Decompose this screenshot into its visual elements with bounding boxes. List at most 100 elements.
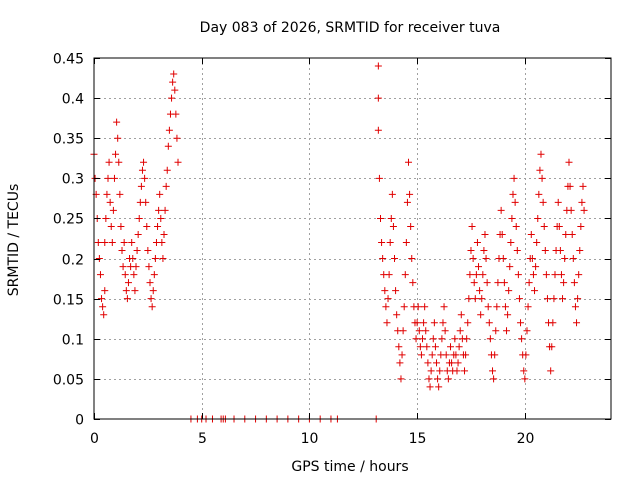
data-point: [94, 239, 102, 247]
data-point: [476, 287, 484, 295]
data-point: [135, 214, 143, 222]
data-point: [566, 182, 574, 190]
data-point: [155, 206, 163, 214]
data-point: [534, 214, 542, 222]
data-point: [121, 271, 129, 279]
data-point: [524, 303, 532, 311]
data-point: [542, 271, 550, 279]
data-point: [148, 303, 156, 311]
data-point: [550, 295, 558, 303]
data-point: [479, 271, 487, 279]
data-point: [163, 166, 171, 174]
data-point: [430, 319, 438, 327]
data-point: [414, 303, 422, 311]
data-point: [440, 303, 448, 311]
data-point: [500, 279, 508, 287]
data-point: [109, 206, 117, 214]
data-point: [170, 70, 178, 78]
data-point: [421, 303, 429, 311]
data-point: [463, 335, 471, 343]
data-point: [559, 295, 567, 303]
data-point: [498, 230, 506, 238]
data-point: [439, 319, 447, 327]
data-point: [431, 343, 439, 351]
y-tick-label: 0.45: [53, 52, 84, 68]
data-point: [435, 383, 443, 391]
data-point: [134, 230, 142, 238]
data-point: [379, 255, 387, 263]
data-point: [472, 271, 480, 279]
data-point: [483, 279, 491, 287]
data-point: [393, 311, 401, 319]
chart-title: Day 083 of 2026, SRMTID for receiver tuv…: [200, 20, 501, 36]
data-point: [145, 263, 153, 271]
data-point: [580, 206, 588, 214]
data-point: [132, 263, 140, 271]
data-point: [470, 279, 478, 287]
data-point: [158, 239, 166, 247]
data-point: [141, 174, 149, 182]
data-point: [486, 335, 494, 343]
data-point: [123, 295, 131, 303]
data-point: [101, 239, 109, 247]
data-point: [100, 311, 108, 319]
data-point: [395, 343, 403, 351]
data-point: [490, 375, 498, 383]
data-point: [386, 239, 394, 247]
data-point: [151, 255, 159, 263]
data-point: [427, 367, 435, 375]
data-point: [433, 359, 441, 367]
data-point: [522, 351, 530, 359]
data-point: [489, 367, 497, 375]
tick-labels: 0 0.05 0.1 0.15 0.2 0.25 0.3 0.35 0.4 0.45 0 5 10 15 2…: [53, 52, 535, 448]
data-point: [499, 255, 507, 263]
data-point: [426, 383, 434, 391]
y-tick-label: 0.1: [62, 333, 84, 349]
data-point: [520, 367, 528, 375]
data-point: [104, 174, 112, 182]
data-point: [514, 271, 522, 279]
data-point: [569, 255, 577, 263]
data-point: [518, 335, 526, 343]
data-point: [388, 190, 396, 198]
data-point: [120, 239, 128, 247]
data-point: [568, 230, 576, 238]
axis-ticks: [94, 58, 611, 420]
data-point: [399, 327, 407, 335]
data-point: [140, 158, 148, 166]
data-point: [507, 239, 515, 247]
data-point: [513, 247, 521, 255]
y-tick-label: 0.25: [53, 212, 84, 228]
data-point: [171, 86, 179, 94]
data-point: [129, 255, 137, 263]
data-point: [113, 118, 121, 126]
data-point: [484, 303, 492, 311]
data-point: [551, 271, 559, 279]
data-point: [505, 287, 513, 295]
data-point: [491, 351, 499, 359]
data-point: [173, 134, 181, 142]
data-point: [168, 94, 176, 102]
data-point: [103, 190, 111, 198]
y-tick-label: 0.2: [62, 253, 84, 269]
data-point: [467, 247, 475, 255]
data-point: [541, 247, 549, 255]
data-point: [102, 214, 110, 222]
data-point: [506, 263, 514, 271]
data-point: [149, 287, 157, 295]
data-point: [578, 198, 586, 206]
data-point: [540, 222, 548, 230]
data-point: [560, 279, 568, 287]
data-point: [455, 343, 463, 351]
data-point: [452, 351, 460, 359]
data-point: [533, 239, 541, 247]
data-point: [478, 295, 486, 303]
data-point: [571, 303, 579, 311]
data-point: [415, 327, 423, 335]
data-point: [389, 222, 397, 230]
data-point: [117, 222, 125, 230]
data-point: [95, 255, 103, 263]
data-point: [468, 222, 476, 230]
y-tick-label: 0.3: [62, 172, 84, 188]
data-point: [101, 287, 109, 295]
